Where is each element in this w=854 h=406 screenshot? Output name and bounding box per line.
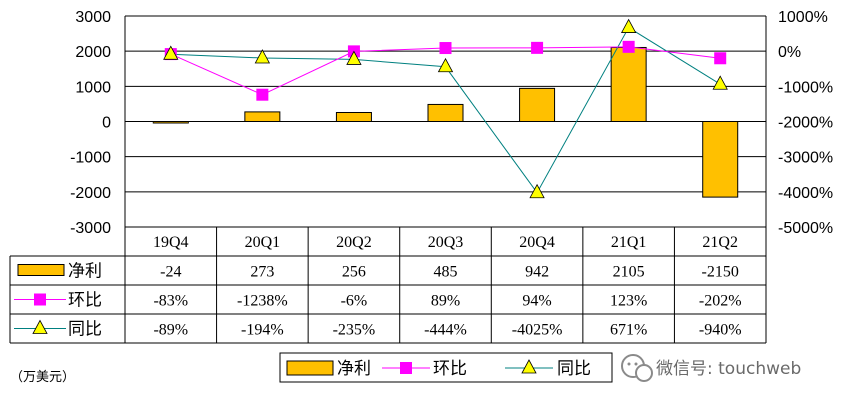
table-row-label: 环比 — [68, 291, 102, 311]
row-key-marker — [32, 319, 48, 334]
table-cell: 94% — [522, 293, 551, 310]
right-tick-label: -5000% — [778, 220, 833, 237]
mom-point — [622, 40, 635, 53]
bar-series — [152, 46, 739, 198]
axis-tick-labels: 3000 2000 1000 0 -1000 -2000 -3000 1000% 0% -1000… — [70, 9, 833, 237]
wechat-icon — [621, 354, 653, 382]
mom-point — [531, 41, 544, 54]
left-tick-label: -3000 — [70, 220, 111, 237]
bar — [244, 111, 281, 122]
table-cell: 942 — [525, 264, 549, 281]
category-label: 19Q4 — [153, 234, 189, 251]
watermark-text: 微信号: touchweb — [656, 359, 801, 379]
right-tick-label: -1000% — [778, 79, 833, 96]
legend-label: 同比 — [557, 359, 591, 379]
table-cell: -4025% — [512, 322, 563, 339]
left-tick-label: 0 — [102, 115, 111, 132]
table-cell: -89% — [153, 322, 188, 339]
bar — [427, 103, 464, 123]
category-label: 20Q3 — [428, 234, 464, 251]
legend-label: 环比 — [433, 359, 467, 379]
mom-point — [256, 88, 269, 101]
category-label: 20Q4 — [519, 234, 555, 251]
table-cell: -2150 — [702, 264, 739, 281]
right-tick-label: -2000% — [778, 115, 833, 132]
left-tick-label: 2000 — [75, 44, 111, 61]
bar — [610, 46, 647, 122]
bar — [335, 111, 372, 122]
table-cell: -235% — [333, 322, 376, 339]
table-cell: -24 — [160, 264, 181, 281]
legend-key-bar — [286, 360, 334, 376]
bar — [152, 121, 189, 124]
legend-key-marker — [521, 359, 537, 374]
left-tick-label: 3000 — [75, 9, 111, 26]
left-tick-label: 1000 — [75, 79, 111, 96]
table-cell: -444% — [424, 322, 467, 339]
table-cell: -83% — [153, 293, 188, 310]
table-cell: -1238% — [237, 293, 288, 310]
yoy-point — [620, 18, 637, 33]
bar — [519, 87, 556, 122]
table-row-label: 同比 — [68, 320, 102, 340]
legend-key-marker — [400, 362, 412, 374]
yoy-point — [163, 45, 179, 60]
table-cell: -194% — [241, 322, 284, 339]
watermark: 微信号: touchweb — [621, 354, 801, 382]
table-cell: -202% — [699, 293, 742, 310]
mom-point — [439, 42, 452, 55]
legend-label: 净利 — [337, 359, 371, 379]
right-tick-label: 0% — [778, 44, 801, 61]
row-key-bar — [17, 264, 65, 276]
yoy-point — [529, 183, 545, 199]
table-cell: 89% — [431, 293, 460, 310]
category-label: 21Q2 — [702, 234, 738, 251]
table-cell: -940% — [699, 322, 742, 339]
category-label: 21Q1 — [611, 234, 647, 251]
category-label: 20Q1 — [245, 234, 281, 251]
table-cell: -6% — [341, 293, 368, 310]
table-row-label: 净利 — [68, 262, 102, 282]
table-cell: 273 — [250, 264, 274, 281]
table-cell: 123% — [610, 293, 647, 310]
yoy-point — [346, 50, 362, 65]
left-tick-label: -2000 — [70, 185, 111, 202]
bar — [702, 121, 739, 198]
yoy-point — [712, 75, 728, 90]
right-tick-label: -3000% — [778, 150, 833, 167]
category-label: 20Q2 — [336, 234, 372, 251]
legend-box — [279, 352, 613, 383]
right-tick-label: -4000% — [778, 185, 833, 202]
table-cell: 485 — [434, 264, 458, 281]
data-table: 19Q4 20Q1 20Q2 20Q3 20Q4 21Q1 21Q2 净利 -24 273 256 4… — [9, 226, 767, 344]
right-tick-label: 1000% — [778, 9, 828, 26]
left-tick-label: -1000 — [70, 150, 111, 167]
line-series — [163, 18, 728, 199]
unit-note: （万美元） — [10, 370, 75, 385]
yoy-point — [254, 49, 271, 64]
table-cell: 671% — [610, 322, 647, 339]
yoy-point — [437, 57, 454, 73]
row-key-marker — [34, 293, 46, 306]
legend: 净利 环比 同比 — [279, 352, 613, 383]
table-cell: 256 — [342, 264, 366, 281]
table-cell: 2105 — [613, 264, 645, 281]
mom-point — [714, 52, 727, 65]
